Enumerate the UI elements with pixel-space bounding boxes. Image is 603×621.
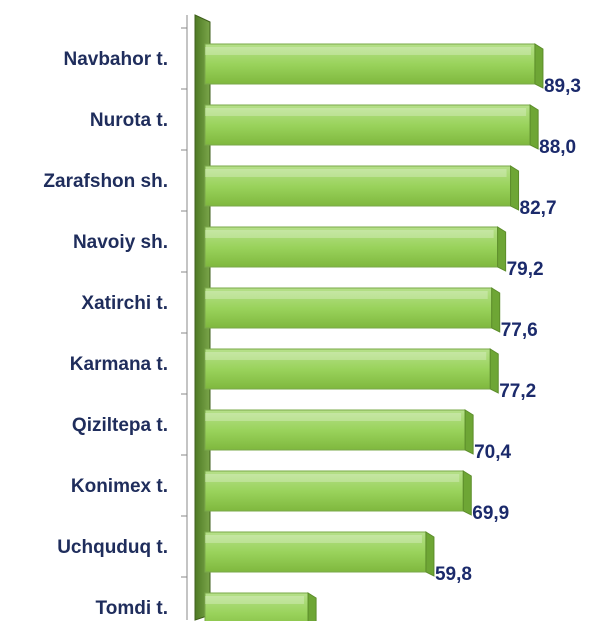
bar-end <box>534 43 544 89</box>
category-label: Navbahor t. <box>63 49 168 70</box>
category-label: Uchquduq t. <box>57 537 168 558</box>
value-label: 82,7 <box>520 198 557 219</box>
bar-end <box>529 104 539 150</box>
category-label: Karmana t. <box>70 354 168 375</box>
category-label: Tomdi t. <box>96 598 168 619</box>
bar-end <box>489 348 499 394</box>
bar-highlight <box>205 535 422 543</box>
value-label: 69,9 <box>472 503 509 524</box>
value-label: 89,3 <box>544 76 581 97</box>
bar-highlight <box>205 169 507 177</box>
bar <box>204 165 512 207</box>
bar-end <box>464 409 474 455</box>
bar <box>204 43 536 85</box>
category-label: Qiziltepa t. <box>72 415 168 436</box>
bar <box>204 287 493 329</box>
bar-highlight <box>205 47 531 55</box>
bar-highlight <box>205 413 462 421</box>
bar <box>204 226 499 268</box>
bar-end <box>462 470 472 516</box>
bar-highlight <box>205 108 527 116</box>
category-label: Xatirchi t. <box>81 293 168 314</box>
bar <box>204 104 531 146</box>
bar <box>204 531 427 573</box>
bar <box>204 409 466 451</box>
value-label: 77,6 <box>501 320 538 341</box>
value-label: 70,4 <box>474 442 511 463</box>
category-label: Navoiy sh. <box>73 232 168 253</box>
bar-highlight <box>205 596 305 604</box>
value-label: 88,0 <box>539 137 576 158</box>
category-label: Konimex t. <box>71 476 168 497</box>
bar-end <box>510 165 520 211</box>
value-label: 77,2 <box>499 381 536 402</box>
bar-highlight <box>205 291 488 299</box>
category-label: Zarafshon sh. <box>43 171 168 192</box>
bar-end <box>491 287 501 333</box>
value-label: 79,2 <box>507 259 544 280</box>
bar-highlight <box>205 474 460 482</box>
category-label: Nurota t. <box>90 110 168 131</box>
bar-end <box>497 226 507 272</box>
bar-end <box>307 592 317 621</box>
bar-end <box>425 531 435 577</box>
value-label: 59,8 <box>435 564 472 585</box>
bar-highlight <box>205 230 494 238</box>
bar-highlight <box>205 352 487 360</box>
